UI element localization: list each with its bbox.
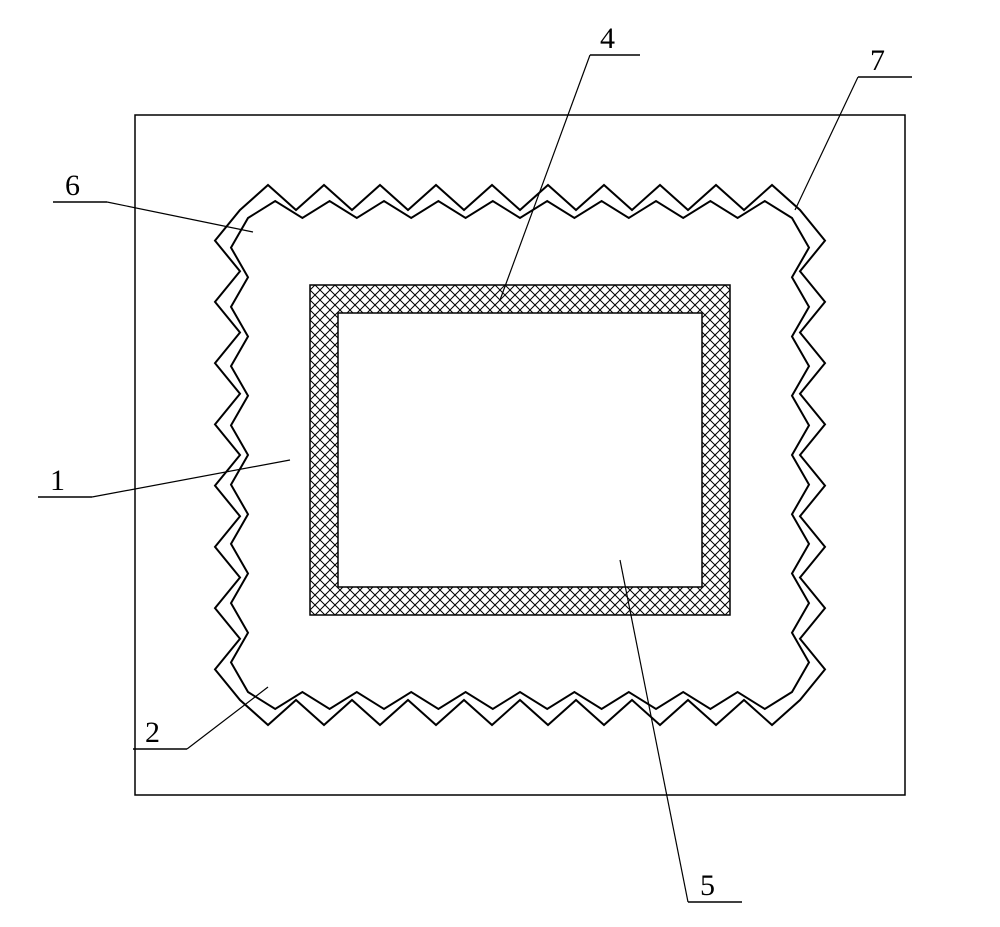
technical-diagram: 4 7 6 1 2 5 xyxy=(0,0,1000,927)
callout-label-4: 4 xyxy=(600,22,615,55)
callout-label-7: 7 xyxy=(870,44,885,77)
callout-label-2: 2 xyxy=(145,716,160,749)
callout-label-5: 5 xyxy=(700,869,715,902)
callout-label-6: 6 xyxy=(65,169,80,202)
inner-window xyxy=(338,313,702,587)
callout-label-1: 1 xyxy=(50,464,65,497)
